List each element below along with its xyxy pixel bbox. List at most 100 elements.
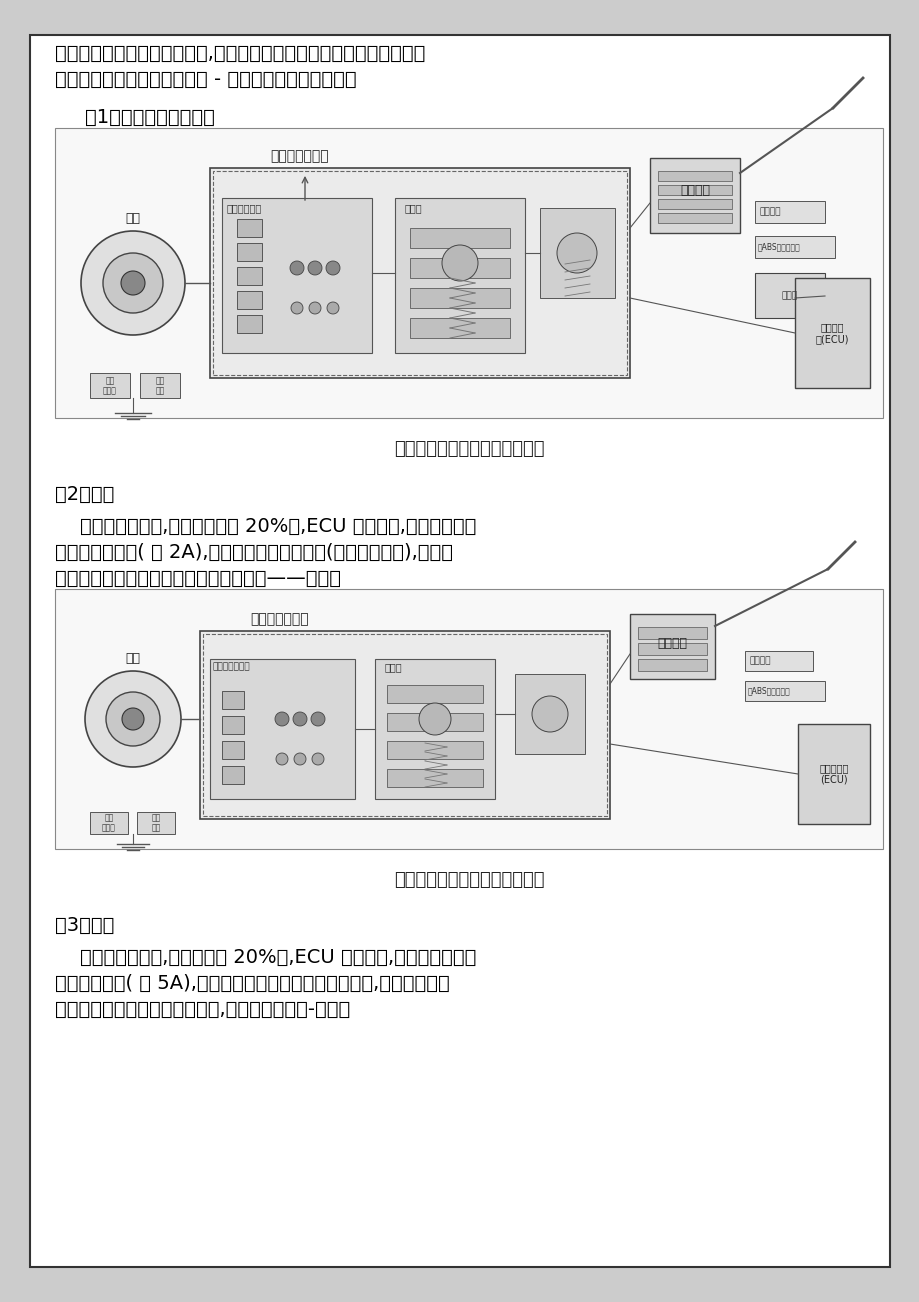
- FancyBboxPatch shape: [394, 198, 525, 353]
- FancyBboxPatch shape: [221, 716, 244, 734]
- FancyBboxPatch shape: [754, 236, 834, 258]
- FancyBboxPatch shape: [637, 659, 706, 671]
- FancyBboxPatch shape: [375, 659, 494, 799]
- Circle shape: [326, 302, 338, 314]
- Circle shape: [122, 708, 144, 730]
- Circle shape: [294, 753, 306, 766]
- Circle shape: [292, 712, 307, 727]
- Text: 制动压力调节原理（压力保持）: 制动压力调节原理（压力保持）: [393, 871, 544, 889]
- Circle shape: [556, 233, 596, 273]
- FancyBboxPatch shape: [410, 288, 509, 309]
- FancyBboxPatch shape: [221, 691, 244, 710]
- Text: 圈经过较小电流( 约 2A),使电磁阀的进液阀关闭(回液阀仍关闭),保证该: 圈经过较小电流( 约 2A),使电磁阀的进液阀关闭(回液阀仍关闭),保证该: [55, 543, 452, 562]
- FancyBboxPatch shape: [237, 292, 262, 309]
- FancyBboxPatch shape: [221, 741, 244, 759]
- Text: 制动压力调节器: 制动压力调节器: [269, 148, 328, 163]
- FancyBboxPatch shape: [90, 372, 130, 398]
- Text: 制动总泵: 制动总泵: [657, 637, 686, 650]
- FancyBboxPatch shape: [237, 243, 262, 260]
- Text: 继电器: 继电器: [781, 292, 797, 301]
- Text: 电子控制器
(ECU): 电子控制器 (ECU): [819, 763, 847, 785]
- Circle shape: [103, 253, 163, 312]
- Circle shape: [418, 703, 450, 736]
- FancyBboxPatch shape: [410, 258, 509, 279]
- Text: 接ABS保护继电器: 接ABS保护继电器: [757, 242, 800, 251]
- Text: 电子控制
器(ECU): 电子控制 器(ECU): [815, 322, 848, 344]
- Text: 轮速
传感器: 轮速 传感器: [102, 814, 116, 833]
- FancyBboxPatch shape: [140, 372, 180, 398]
- FancyBboxPatch shape: [237, 219, 262, 237]
- FancyBboxPatch shape: [90, 812, 128, 835]
- FancyBboxPatch shape: [221, 766, 244, 784]
- FancyBboxPatch shape: [199, 631, 609, 819]
- FancyBboxPatch shape: [539, 208, 614, 298]
- FancyBboxPatch shape: [387, 769, 482, 786]
- Text: 轮速
传感器: 轮速 传感器: [103, 376, 117, 396]
- Text: 制动压力调节器: 制动压力调节器: [250, 612, 308, 626]
- Text: 制动总泵: 制动总泵: [679, 184, 709, 197]
- Circle shape: [325, 260, 340, 275]
- FancyBboxPatch shape: [754, 201, 824, 223]
- Text: 接蓄电池: 接蓄电池: [749, 656, 771, 665]
- Text: 制动
分泵: 制动 分泵: [155, 376, 165, 396]
- Circle shape: [441, 245, 478, 281]
- FancyBboxPatch shape: [387, 741, 482, 759]
- FancyBboxPatch shape: [387, 685, 482, 703]
- FancyBboxPatch shape: [657, 214, 732, 223]
- FancyBboxPatch shape: [630, 615, 714, 680]
- FancyBboxPatch shape: [515, 674, 584, 754]
- Circle shape: [81, 230, 185, 335]
- FancyBboxPatch shape: [797, 724, 869, 824]
- Bar: [203, 634, 607, 816]
- Text: 储能器: 储能器: [384, 661, 403, 672]
- Text: 车轮: 车轮: [125, 212, 141, 225]
- Text: 当某车轮制动中,滑移率大于 20%时,ECU 输出指令,控制电磁阀线圈: 当某车轮制动中,滑移率大于 20%时,ECU 输出指令,控制电磁阀线圈: [55, 948, 476, 967]
- Text: 三位三通电磁阀: 三位三通电磁阀: [213, 661, 250, 671]
- Text: 当某车轮制动中,滑移率接近于 20%时,ECU 输出指令,控制电磁阀线: 当某车轮制动中,滑移率接近于 20%时,ECU 输出指令,控制电磁阀线: [55, 517, 476, 536]
- FancyBboxPatch shape: [657, 171, 732, 181]
- Circle shape: [309, 302, 321, 314]
- FancyBboxPatch shape: [137, 812, 175, 835]
- FancyBboxPatch shape: [237, 267, 262, 285]
- Circle shape: [308, 260, 322, 275]
- FancyBboxPatch shape: [210, 168, 630, 378]
- FancyBboxPatch shape: [210, 659, 355, 799]
- Bar: [213, 171, 627, 375]
- FancyBboxPatch shape: [754, 273, 824, 318]
- Text: （3）减压: （3）减压: [55, 917, 114, 935]
- Text: 车轮: 车轮: [125, 652, 141, 665]
- FancyBboxPatch shape: [744, 681, 824, 700]
- Text: （2）保压: （2）保压: [55, 486, 114, 504]
- Text: 位三通电磁阀: 位三通电磁阀: [227, 203, 262, 214]
- FancyBboxPatch shape: [387, 713, 482, 730]
- FancyBboxPatch shape: [410, 228, 509, 247]
- Circle shape: [531, 697, 567, 732]
- FancyBboxPatch shape: [237, 315, 262, 333]
- Circle shape: [121, 271, 145, 296]
- Text: 储能器: 储能器: [404, 203, 422, 214]
- Text: 接蓄电池: 接蓄电池: [759, 207, 780, 216]
- Text: 制动
分泵: 制动 分泵: [152, 814, 161, 833]
- FancyBboxPatch shape: [410, 318, 509, 339]
- Circle shape: [311, 712, 324, 727]
- FancyBboxPatch shape: [55, 589, 882, 849]
- FancyBboxPatch shape: [657, 185, 732, 195]
- Circle shape: [106, 691, 160, 746]
- FancyBboxPatch shape: [637, 643, 706, 655]
- Text: 控制通道中的制动分泵制动压力保持不变——保压。: 控制通道中的制动分泵制动压力保持不变——保压。: [55, 569, 341, 589]
- Circle shape: [290, 302, 302, 314]
- FancyBboxPatch shape: [744, 651, 812, 671]
- Text: 接ABS保护继电器: 接ABS保护继电器: [747, 686, 790, 695]
- Text: （1）升压（常规制动）: （1）升压（常规制动）: [85, 108, 215, 128]
- FancyBboxPatch shape: [30, 35, 889, 1267]
- Circle shape: [276, 753, 288, 766]
- Text: 阀的进出液口进入各制动分泵,各制动分泵的制动液压力将随着制动总泵: 阀的进出液口进入各制动分泵,各制动分泵的制动液压力将随着制动总泵: [55, 44, 425, 62]
- FancyBboxPatch shape: [657, 199, 732, 210]
- Text: 制动液将经过回液阀流入储液器,使制动压力减小-减压。: 制动液将经过回液阀流入储液器,使制动压力减小-减压。: [55, 1000, 350, 1019]
- Text: 经过较大电流( 约 5A),使电磁阀的进液阀关闭回液阀开启,制动分泵中的: 经过较大电流( 约 5A),使电磁阀的进液阀关闭回液阀开启,制动分泵中的: [55, 974, 449, 993]
- FancyBboxPatch shape: [55, 128, 882, 418]
- FancyBboxPatch shape: [637, 628, 706, 639]
- Circle shape: [275, 712, 289, 727]
- Text: 制动压力调节原理（压力增大）: 制动压力调节原理（压力增大）: [393, 440, 544, 458]
- Circle shape: [289, 260, 303, 275]
